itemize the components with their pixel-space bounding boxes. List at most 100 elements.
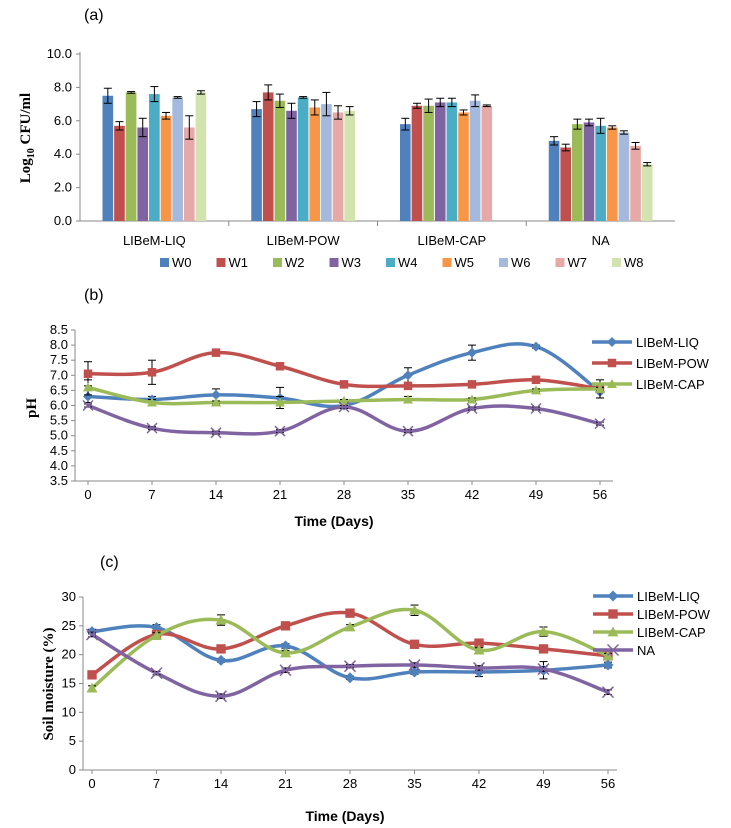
series-NA <box>82 399 606 439</box>
point-NA-49-stroke-2 <box>530 402 542 415</box>
point-LIBeM-POW-35 <box>409 639 420 649</box>
point-NA-7-stroke-2 <box>146 422 158 434</box>
bar-chart-panel-a: (a) Log10 CFU/ml 0.0 2.0 4.0 6.0 8.0 10.0 LIB… <box>18 7 675 270</box>
error-bar-W0-LIBeM-LIQ <box>103 87 112 104</box>
error-bar-W3-LIBeM-POW <box>287 102 296 119</box>
panel-1-x-tick-label: 28 <box>337 487 351 502</box>
bar-W3-LIBeM-CAP <box>434 102 446 221</box>
panel-a-category-label: LIBeM-CAP <box>418 233 487 248</box>
legend-marker-NA-stroke-2 <box>606 643 620 657</box>
bar-W4-NA <box>595 125 606 221</box>
point-NA-14-stroke-2 <box>210 427 222 439</box>
point-NA-0 <box>85 628 99 641</box>
point-LIBeM-LIQ-28 <box>344 672 356 684</box>
legend-label-LIBeM-POW: LIBeM-POW <box>636 356 710 371</box>
legend-label-LIBeM-LIQ: LIBeM-LIQ <box>637 589 700 604</box>
bar-W6-LIBeM-CAP <box>469 100 481 221</box>
bar-W1-LIBeM-CAP <box>411 105 423 221</box>
error-bar-W2-LIBeM-CAP <box>424 98 433 113</box>
point-LIBeM-LIQ-35 <box>409 666 420 678</box>
series-LIBeM-CAP <box>83 379 605 410</box>
bar-W6-LIBeM-POW <box>321 104 332 221</box>
error-bar-W7-LIBeM-POW <box>334 105 343 120</box>
panel-c-y-axis-label: Soil moisture (%) <box>41 627 57 740</box>
point-NA-42 <box>472 661 486 674</box>
point-LIBeM-CAP-7 <box>147 397 157 407</box>
point-LIBeM-CAP-35 <box>403 394 413 404</box>
error-bar-W8-NA <box>643 162 652 167</box>
panel-1-x-tick-label: 14 <box>209 487 223 502</box>
point-LIBeM-CAP-28 <box>344 621 356 632</box>
legend-label-LIBeM-LIQ: LIBeM-LIQ <box>636 335 699 350</box>
point-NA-49-stroke-2 <box>537 663 550 676</box>
bar-W8-LIBeM-POW <box>344 110 355 221</box>
error-bar-W3-LIBeM-CAP <box>436 97 445 108</box>
error-bar-W7-LIBeM-LIQ <box>185 115 194 140</box>
point-NA-35 <box>408 659 421 672</box>
panel-2-x-tick-label: 49 <box>536 776 550 791</box>
point-NA-14 <box>214 690 228 703</box>
bar-W4-LIBeM-CAP <box>446 102 458 221</box>
panel-b-x-axis-label: Time (Days) <box>294 513 373 529</box>
panel-c-legend: LIBeM-LIQ LIBeM-POW LIBeM-CAP NA <box>593 589 711 658</box>
panel-a-y-axis-title-subscript: 10 <box>26 148 37 158</box>
error-bar-W6-LIBeM-LIQ <box>173 96 182 99</box>
point-LIBeM-CAP-42 <box>467 394 477 404</box>
panel-c-label: (c) <box>100 554 119 571</box>
legend-swatch-W2 <box>273 258 282 267</box>
panel-a-y-tick-label: 6.0 <box>54 113 72 128</box>
error-bar-W2-LIBeM-LIQ <box>127 91 136 94</box>
point-NA-21-stroke-2 <box>279 664 292 677</box>
panel-2-x-tick-label: 35 <box>407 776 421 791</box>
legend-marker-LIBeM-POW <box>608 609 618 619</box>
point-LIBeM-POW-7 <box>147 368 157 377</box>
bar-W6-NA <box>618 132 630 221</box>
panel-a-category-label: LIBeM-LIQ <box>123 233 186 248</box>
error-bar-W0-LIBeM-POW <box>252 101 261 118</box>
panel-2-y-tick-label: 30 <box>62 589 76 604</box>
point-LIBeM-POW-42 <box>467 380 477 389</box>
point-LIBeM-CAP-35 <box>409 604 420 615</box>
point-NA-42-stroke-2 <box>472 661 486 674</box>
legend-label-LIBeM-CAP: LIBeM-CAP <box>636 377 705 392</box>
point-NA-21-stroke-2 <box>274 425 286 437</box>
panel-b-series <box>82 341 606 439</box>
legend-marker-LIBeM-CAP <box>607 379 617 388</box>
point-LIBeM-LIQ-35 <box>403 370 413 381</box>
bar-W2-NA <box>572 124 583 221</box>
panel-1-x-tick-label: 56 <box>593 487 607 502</box>
legend-label-W8: W8 <box>624 255 644 270</box>
point-NA-0-stroke-2 <box>85 628 99 641</box>
point-NA-49 <box>530 402 542 415</box>
legend-swatch-W5 <box>442 258 452 267</box>
point-NA-56-stroke-2 <box>601 686 615 699</box>
panel-b-legend: LIBeM-LIQ LIBeM-POW LIBeM-CAP <box>592 335 710 392</box>
panel-a-y-axis-title-suffix: CFU/ml <box>18 93 34 148</box>
panel-1-x-tick-label: 0 <box>84 487 91 502</box>
line-chart-panel-b: (b) pH 3.54.04.55.05.56.06.57.07.58.08.5… <box>24 287 710 529</box>
point-LIBeM-POW-21 <box>275 361 285 371</box>
point-LIBeM-CAP-56 <box>595 383 605 393</box>
point-NA-28-stroke-2 <box>343 660 357 673</box>
point-LIBeM-CAP-0 <box>86 682 98 693</box>
error-bar-W1-LIBeM-LIQ <box>115 121 124 131</box>
bar-W6-LIBeM-LIQ <box>172 97 183 221</box>
bar-W1-LIBeM-LIQ <box>114 125 125 221</box>
panel-a-label: (a) <box>84 7 104 24</box>
legend-marker-NA <box>606 643 620 657</box>
panel-1-y-tick-label: 5.5 <box>50 413 68 428</box>
panel-1-x-tick-label: 21 <box>273 487 287 502</box>
panel-1-y-tick-label: 4.0 <box>50 458 68 473</box>
legend-label-W5: W5 <box>455 255 475 270</box>
point-NA-42-stroke-2 <box>466 402 478 415</box>
panel-2-x-tick-label: 28 <box>343 776 357 791</box>
bar-W0-LIBeM-POW <box>251 109 262 221</box>
error-bar-W4-LIBeM-CAP <box>447 97 456 108</box>
legend-label-W0: W0 <box>172 255 192 270</box>
point-LIBeM-CAP-42 <box>473 644 485 655</box>
panel-1-y-tick-label: 3.5 <box>50 473 68 488</box>
point-NA-42 <box>466 402 478 415</box>
point-LIBeM-LIQ-49 <box>531 341 541 352</box>
error-bar-W0-NA <box>550 136 559 146</box>
panel-1-y-tick-label: 7.5 <box>50 352 68 367</box>
